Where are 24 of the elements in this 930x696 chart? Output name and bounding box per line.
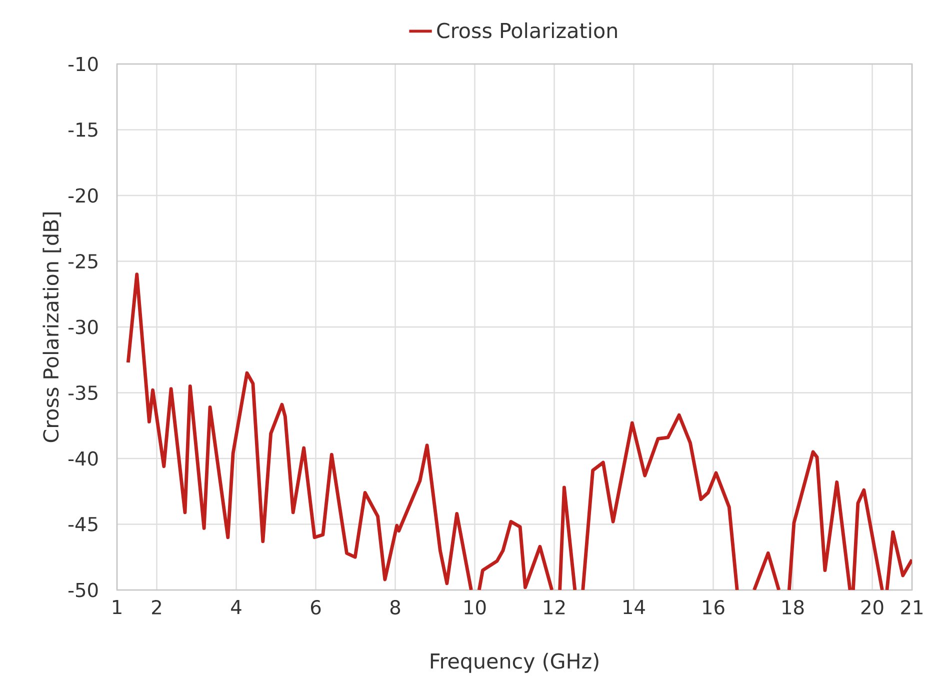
x-tick-label: 18 — [782, 600, 804, 615]
y-tick-label: -10 — [68, 56, 98, 72]
y-tick-label: -30 — [68, 320, 98, 334]
x-axis-title: Frequency (GHz) — [430, 652, 598, 673]
legend-label: Cross Polarization — [437, 22, 617, 38]
y-tick-label: -25 — [68, 254, 98, 269]
y-tick-label: -15 — [68, 122, 98, 137]
x-tick-label: 8 — [390, 600, 400, 615]
x-tick-label: 14 — [624, 600, 645, 614]
y-tick-label: -35 — [68, 385, 98, 400]
x-tick-label: 10 — [464, 600, 486, 615]
x-tick-label: 2 — [152, 600, 161, 614]
y-tick-label: -50 — [68, 582, 98, 598]
y-axis-title: Cross Polarization [dB] — [42, 212, 62, 442]
y-tick-label: -40 — [68, 451, 98, 466]
y-tick-label: -20 — [68, 188, 98, 203]
x-tick-label: 4 — [231, 600, 242, 614]
x-tick-label: 16 — [703, 600, 724, 615]
x-tick-label: 12 — [544, 600, 565, 614]
x-tick-label: 20 — [861, 600, 884, 615]
x-tick-label: 21 — [901, 600, 922, 614]
y-tick-label: -45 — [68, 517, 98, 532]
x-tick-label: 6 — [310, 600, 321, 615]
x-tick-label: 1 — [112, 600, 122, 614]
